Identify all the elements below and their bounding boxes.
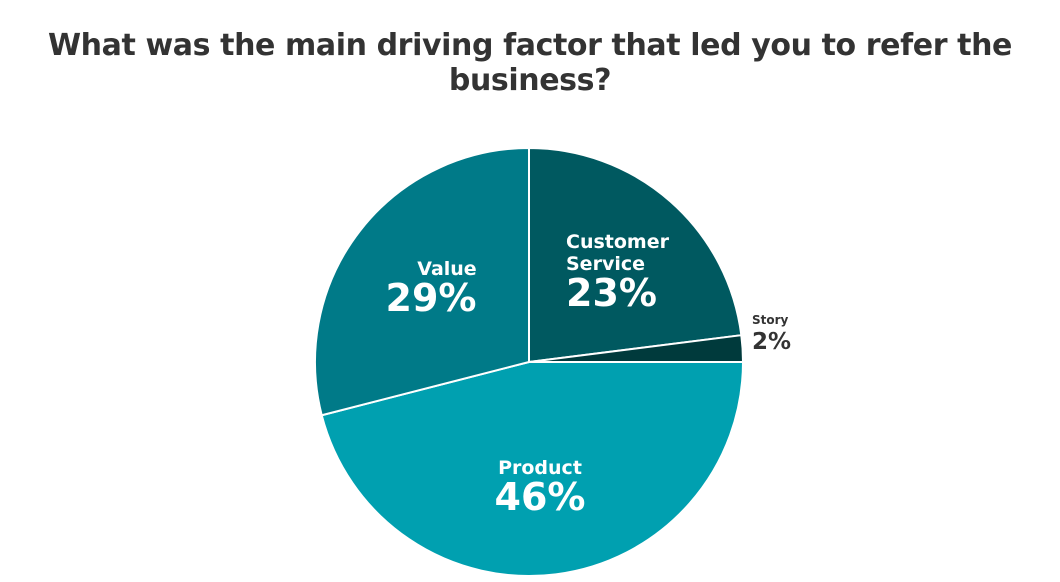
pie-slice-product (320, 361, 744, 577)
chart-title: What was the main driving factor that le… (47, 28, 1013, 98)
slice-label-customer-service: Customer (566, 231, 670, 253)
slice-value-product: 46% (495, 475, 586, 519)
pie-slice-customer-service (528, 147, 743, 363)
slice-label-value: Value (417, 258, 476, 280)
slice-label-product: Product (498, 457, 582, 479)
pie-slice-value (314, 147, 530, 417)
pie-slices (314, 147, 744, 577)
slice-value-story: 2% (752, 329, 791, 355)
slice-value-value: 29% (386, 276, 477, 320)
slice-label-story: Story (752, 313, 789, 327)
slice-value-customer-service: 23% (566, 271, 657, 315)
slice-label-customer-service: Service (566, 253, 645, 275)
